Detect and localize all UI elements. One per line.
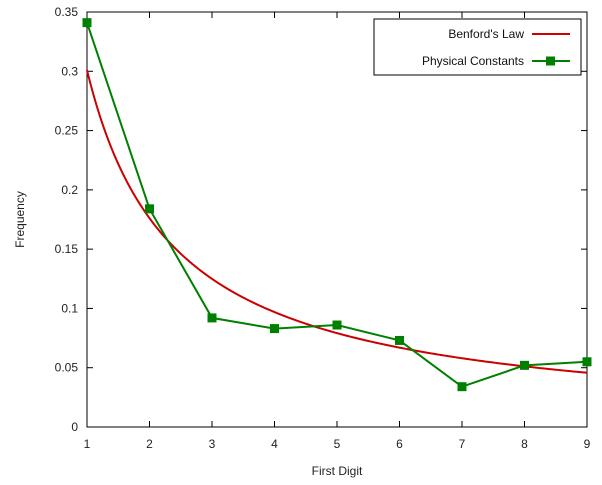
x-tick-label: 9 bbox=[584, 437, 591, 451]
data-point-physical-constants-4 bbox=[270, 324, 279, 334]
x-tick-label: 2 bbox=[146, 437, 153, 451]
legend-box bbox=[373, 18, 582, 76]
y-tick-label: 0.3 bbox=[61, 64, 78, 78]
data-point-physical-constants-8 bbox=[520, 360, 529, 370]
x-tick-label: 6 bbox=[396, 437, 403, 451]
data-point-physical-constants-9 bbox=[582, 357, 592, 367]
x-tick-label: 7 bbox=[459, 437, 466, 451]
data-point-physical-constants-1 bbox=[82, 18, 92, 28]
y-tick-label: 0 bbox=[71, 420, 78, 434]
data-point-physical-constants-6 bbox=[395, 335, 404, 345]
data-point-physical-constants-2 bbox=[145, 204, 154, 214]
x-tick-label: 1 bbox=[84, 437, 91, 451]
x-tick-label: 4 bbox=[271, 437, 278, 451]
data-point-physical-constants-7 bbox=[457, 382, 467, 392]
y-tick-label: 0.35 bbox=[55, 5, 79, 19]
legend-label-physical-constants: Physical Constants bbox=[422, 54, 524, 68]
x-tick-label: 8 bbox=[521, 437, 528, 451]
y-tick-label: 0.1 bbox=[61, 301, 78, 315]
y-tick-label: 0.15 bbox=[55, 242, 79, 256]
y-tick-label: 0.05 bbox=[55, 361, 79, 375]
x-tick-label: 3 bbox=[209, 437, 216, 451]
y-axis-title: Frequency bbox=[13, 191, 27, 248]
data-point-physical-constants-5 bbox=[332, 320, 342, 330]
legend: Benford's Law Physical Constants bbox=[373, 18, 582, 76]
legend-marker-physical-constants bbox=[546, 56, 555, 66]
series-layer bbox=[82, 18, 592, 392]
y-tick-label: 0.2 bbox=[61, 183, 78, 197]
x-axis-title: First Digit bbox=[312, 464, 363, 478]
y-tick-label: 0.25 bbox=[55, 124, 79, 138]
data-point-physical-constants-3 bbox=[207, 313, 217, 323]
legend-label-benfords-law: Benford's Law bbox=[448, 27, 524, 41]
tick-labels: 1 2 3 4 5 6 7 8 9 0 0.05 0.1 0.15 0.2 0.25 0.3 0.35 bbox=[55, 5, 591, 451]
axis-ticks bbox=[86, 11, 588, 428]
x-tick-label: 5 bbox=[334, 437, 341, 451]
